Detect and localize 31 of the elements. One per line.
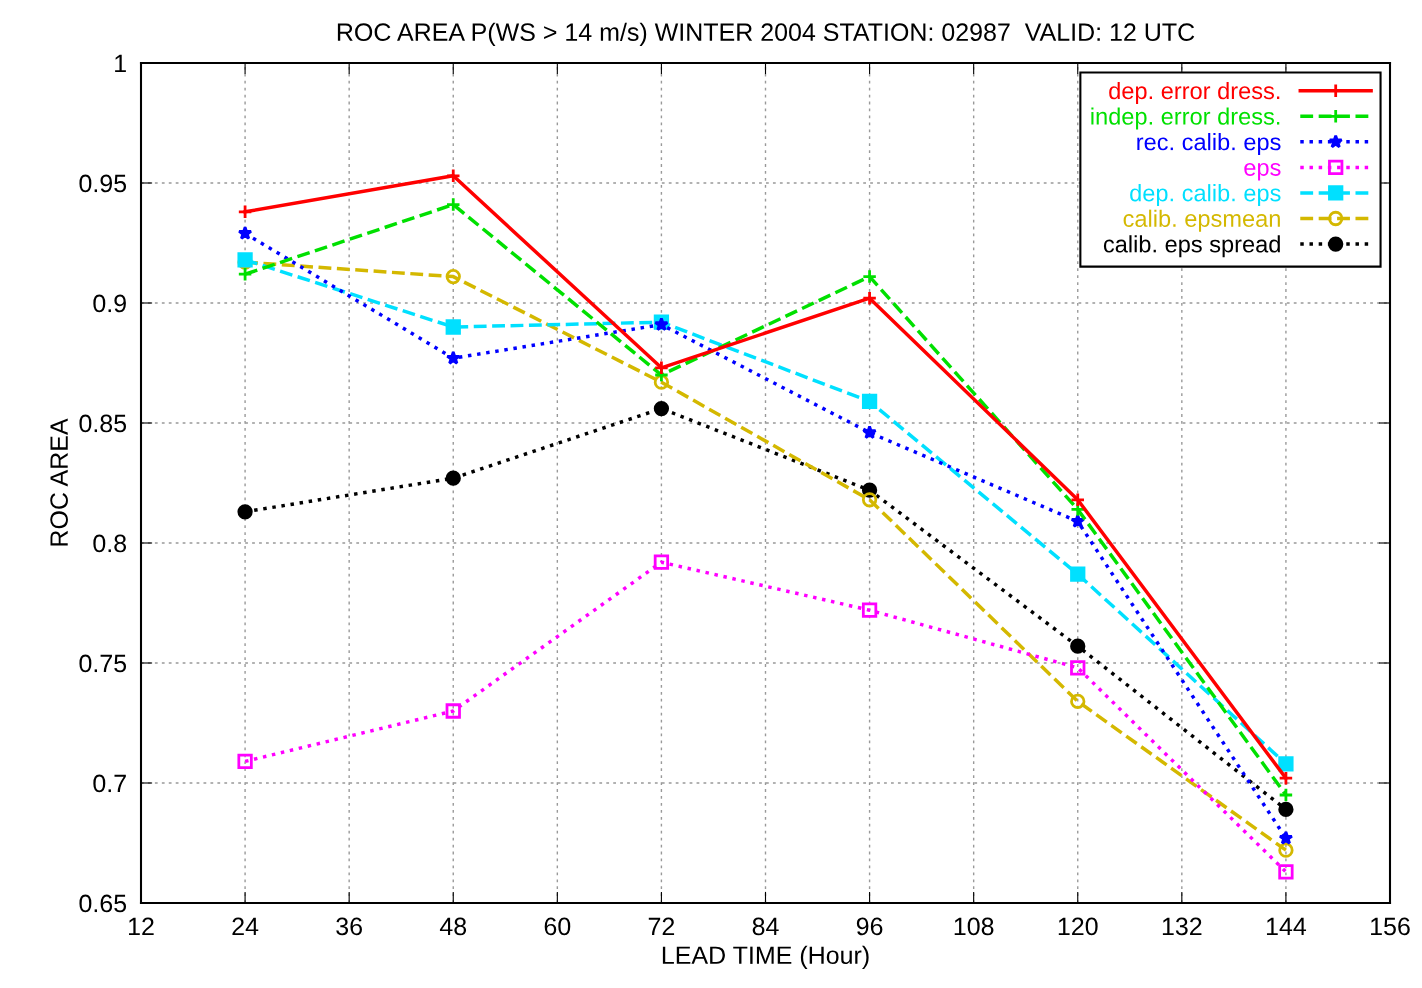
x-tick-label: 12 <box>129 917 154 936</box>
legend-label: rec. calib. eps <box>1137 132 1281 155</box>
x-tick-label: 144 <box>1266 917 1307 936</box>
legend-label: calib. epsmean <box>1123 209 1280 232</box>
legend-label: dep. calib. eps <box>1130 184 1281 207</box>
y-tick-label: 0.95 <box>79 174 127 193</box>
x-axis-title: LEAD TIME (Hour) <box>662 945 869 970</box>
y-axis-title: ROC AREA <box>50 418 68 546</box>
y-tick-label: 0.9 <box>93 294 126 313</box>
x-tick-label: 60 <box>544 917 571 936</box>
y-tick-label: 0.8 <box>93 534 127 553</box>
chart-title: ROC AREA P(WS > 14 m/s) WINTER 2004 STATION: 02987 VALID: 12 UTC <box>337 22 1195 46</box>
legend-label: dep. error dress. <box>1109 81 1280 104</box>
legend-label: indep. error dress. <box>1091 107 1280 130</box>
x-tick-label: 48 <box>439 917 467 936</box>
y-tick-label: 1 <box>115 54 126 73</box>
x-tick-label: 108 <box>954 917 994 936</box>
legend-label: eps <box>1244 162 1281 181</box>
x-tick-label: 120 <box>1058 917 1098 936</box>
legend-label: calib. eps spread <box>1103 235 1280 258</box>
x-tick-label: 24 <box>232 917 259 936</box>
x-tick-label: 96 <box>856 917 883 936</box>
x-tick-label: 132 <box>1162 917 1202 936</box>
x-tick-label: 36 <box>336 917 362 936</box>
x-tick-label: 84 <box>752 917 779 936</box>
y-tick-label: 0.65 <box>79 894 127 913</box>
y-tick-label: 0.85 <box>79 414 127 433</box>
y-tick-label: 0.75 <box>79 654 127 673</box>
y-tick-label: 0.7 <box>93 774 126 793</box>
x-tick-label: 156 <box>1371 917 1410 936</box>
x-tick-label: 72 <box>648 917 675 936</box>
